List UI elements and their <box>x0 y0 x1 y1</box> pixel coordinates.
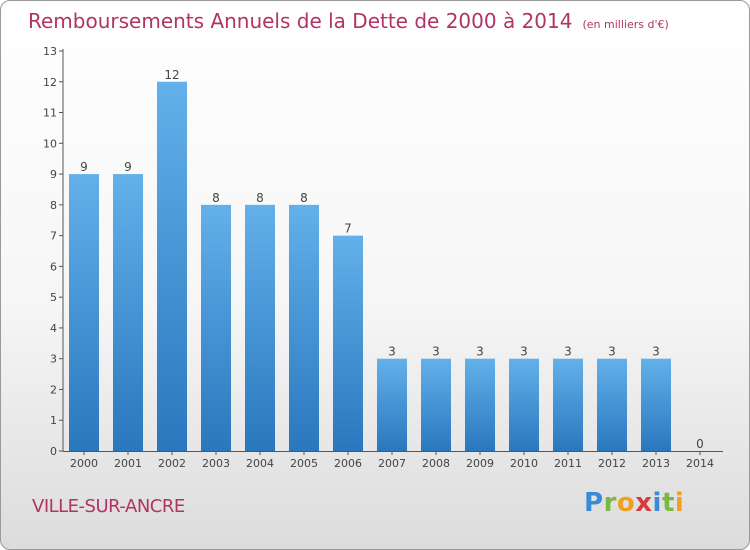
value-label-2009: 3 <box>476 345 484 359</box>
value-label-2008: 3 <box>432 345 440 359</box>
value-label-2012: 3 <box>608 345 616 359</box>
x-tick-label-2008: 2008 <box>422 457 450 470</box>
x-tick-label-2014: 2014 <box>686 457 714 470</box>
y-tick-label: 13 <box>43 45 57 58</box>
value-label-2013: 3 <box>652 345 660 359</box>
value-label-2010: 3 <box>520 345 528 359</box>
x-tick-label-2013: 2013 <box>642 457 670 470</box>
y-tick-label: 11 <box>43 107 57 120</box>
bar-2006 <box>333 235 363 451</box>
x-tick-label-2006: 2006 <box>334 457 362 470</box>
x-tick-label-2009: 2009 <box>466 457 494 470</box>
chart-title-block: Remboursements Annuels de la Dette de 20… <box>28 9 669 33</box>
y-tick-label: 0 <box>50 445 57 458</box>
x-tick-label-2001: 2001 <box>114 457 142 470</box>
bar-2004 <box>245 204 275 451</box>
x-tick-label-2012: 2012 <box>598 457 626 470</box>
y-tick-label: 7 <box>50 230 57 243</box>
y-tick-label: 8 <box>50 199 57 212</box>
bar-2013 <box>641 358 671 451</box>
y-tick-label: 5 <box>50 291 57 304</box>
value-label-2002: 12 <box>164 68 179 82</box>
y-tick-label: 12 <box>43 76 57 89</box>
bar-2010 <box>509 358 539 451</box>
bar-2011 <box>553 358 583 451</box>
value-label-2000: 9 <box>80 160 88 174</box>
x-tick-label-2007: 2007 <box>378 457 406 470</box>
commune-name: VILLE-SUR-ANCRE <box>32 496 185 517</box>
value-label-2003: 8 <box>212 191 220 205</box>
value-label-2007: 3 <box>388 345 396 359</box>
bar-2001 <box>113 174 143 452</box>
y-tick-label: 4 <box>50 322 57 335</box>
x-tick-label-2011: 2011 <box>554 457 582 470</box>
value-label-2006: 7 <box>344 222 352 236</box>
x-tick-label-2002: 2002 <box>158 457 186 470</box>
x-tick-label-2005: 2005 <box>290 457 318 470</box>
value-label-2014: 0 <box>696 437 704 451</box>
bar-2003 <box>201 204 231 451</box>
value-label-2001: 9 <box>124 160 132 174</box>
y-tick-label: 1 <box>50 414 57 427</box>
x-tick-label-2003: 2003 <box>202 457 230 470</box>
value-label-2004: 8 <box>256 191 264 205</box>
bars-layer: 9 9 12 8 8 8 7 3 3 3 3 3 3 3 0 <box>69 68 704 452</box>
bar-2000 <box>69 174 99 452</box>
x-tick-label-2000: 2000 <box>70 457 98 470</box>
bar-2005 <box>289 204 319 451</box>
y-tick-label: 9 <box>50 168 57 181</box>
x-tick-label-2004: 2004 <box>246 457 274 470</box>
bar-2009 <box>465 358 495 451</box>
y-tick-label: 10 <box>43 137 57 150</box>
value-label-2005: 8 <box>300 191 308 205</box>
bar-2007 <box>377 358 407 451</box>
y-tick-label: 6 <box>50 260 57 273</box>
x-tick-label-2010: 2010 <box>510 457 538 470</box>
proxiti-logo: Proxiti <box>584 488 685 518</box>
bar-2012 <box>597 358 627 451</box>
value-label-2011: 3 <box>564 345 572 359</box>
y-tick-label: 3 <box>50 353 57 366</box>
chart-unit: (en milliers d'€) <box>582 18 669 31</box>
y-tick-label: 2 <box>50 383 57 396</box>
bar-2008 <box>421 358 451 451</box>
chart-title: Remboursements Annuels de la Dette de 20… <box>28 9 573 33</box>
bar-2002 <box>157 81 187 452</box>
